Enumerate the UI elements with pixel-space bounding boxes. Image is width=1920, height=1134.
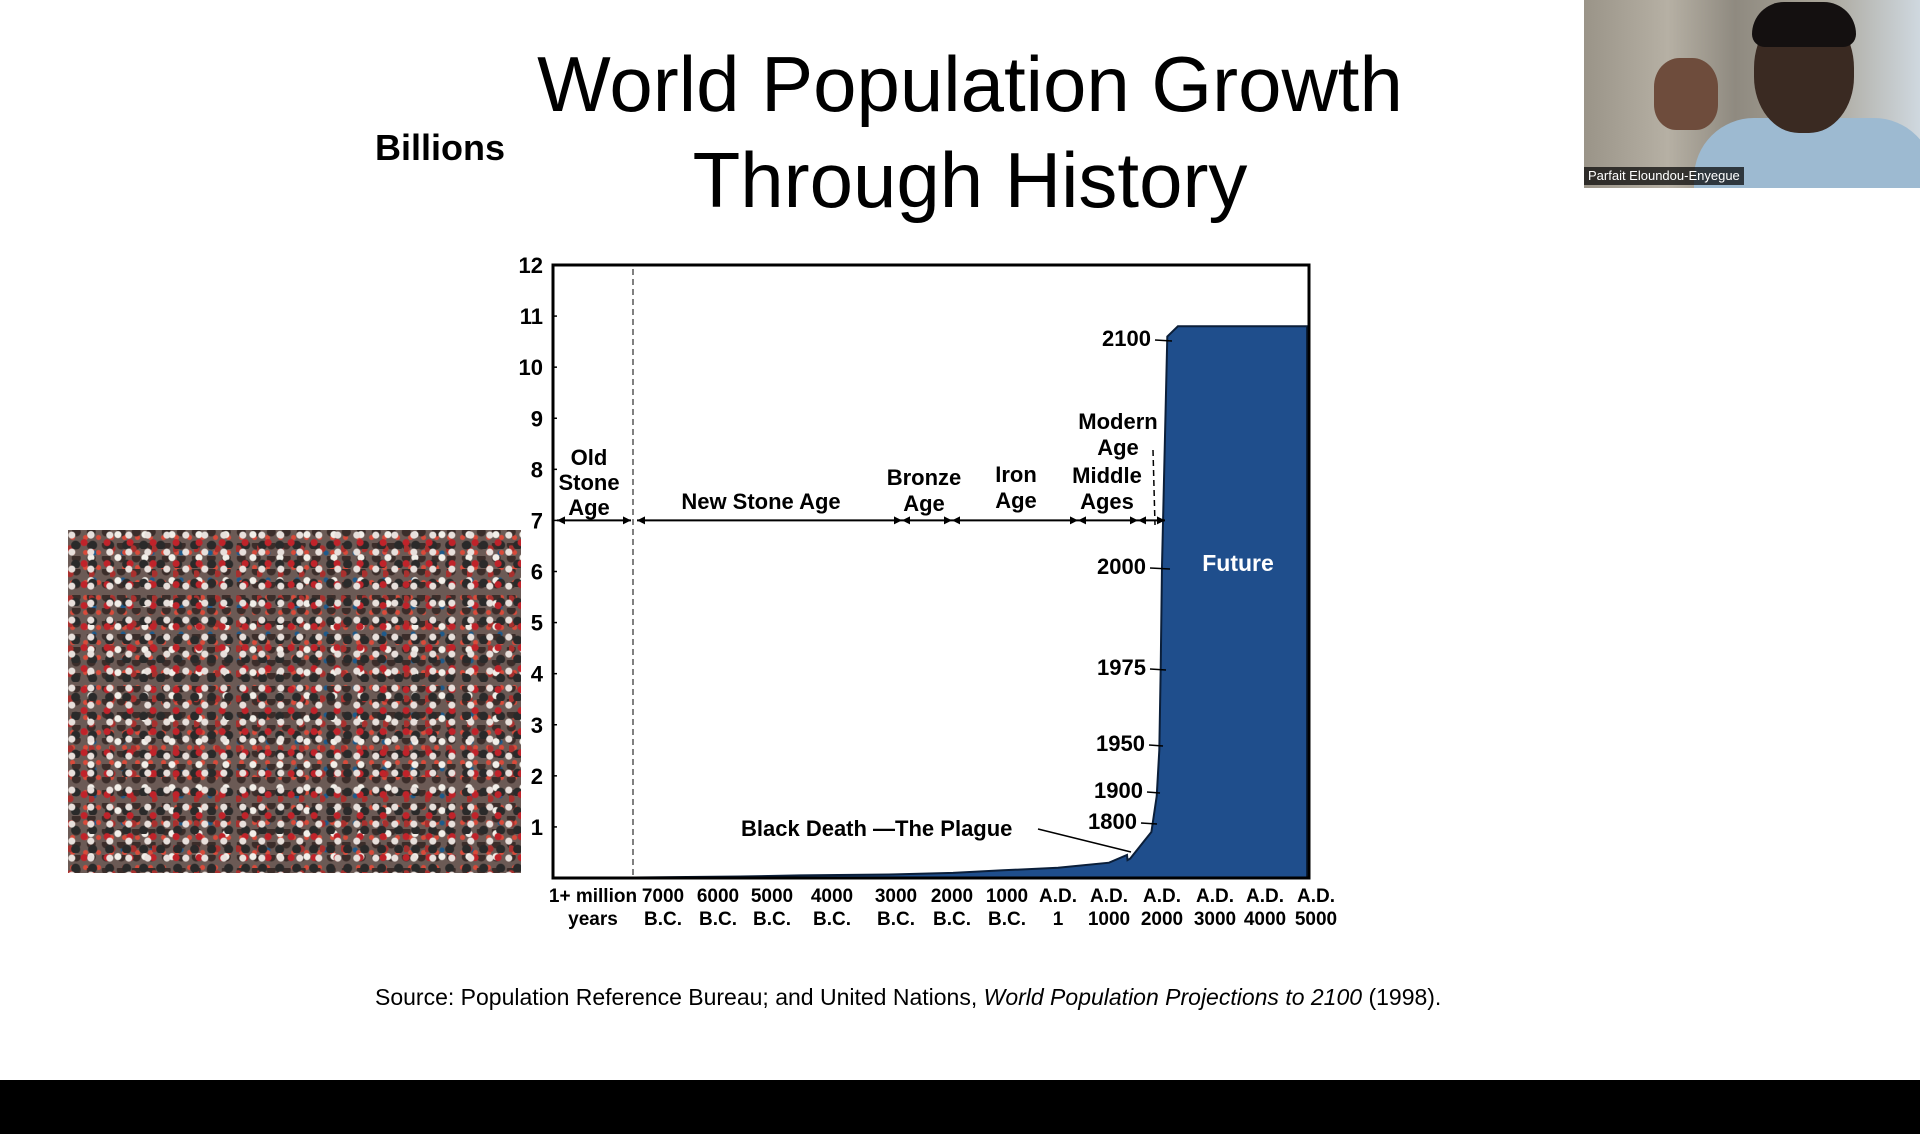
x-tick-label: B.C. [644,909,682,930]
slide-title: World Population Growth Through History [470,36,1470,228]
y-tick-label: 7 [531,508,543,533]
era-label: Middle [1072,463,1142,488]
era-label: Modern [1078,409,1157,434]
era-label: Old [571,445,608,470]
black-death-annotation: Black Death —The Plague [741,816,1012,841]
slide-title-line-2: Through History [692,136,1248,224]
era-arrowhead [894,516,902,525]
era-label: Age [995,488,1037,513]
participant-name-label: Parfait Eloundou-Enyegue [1584,167,1744,185]
x-tick-label: 2000 [1141,909,1183,930]
era-label: Age [1097,435,1139,460]
era-label: Stone [558,470,619,495]
era-arrowhead [902,516,910,525]
x-tick-label: 6000 [697,886,739,907]
x-tick-label: A.D. [1196,886,1234,907]
y-tick-label: 1 [531,815,543,840]
year-marker-leader [1146,791,1161,794]
x-tick-label: B.C. [699,909,737,930]
era-arrowhead [1070,516,1078,525]
source-title: World Population Projections to 2100 [983,984,1363,1010]
year-marker-leader [1148,744,1164,747]
y-tick-label: 3 [531,713,543,738]
era-arrowhead [557,516,565,525]
x-tick-label: 2000 [931,886,973,907]
y-tick-label: 2 [531,764,543,789]
x-tick-label: 1 [1053,909,1064,930]
x-tick-label: A.D. [1246,886,1284,907]
x-tick-label: 1+ million [549,886,637,907]
era-arrowhead [952,516,960,525]
source-citation: Source: Population Reference Bureau; and… [375,984,1441,1011]
era-label: New Stone Age [681,489,840,514]
era-label: Ages [1080,489,1134,514]
year-marker-label: 2000 [1097,554,1146,579]
era-arrowhead [623,516,631,525]
era-arrowhead [637,516,645,525]
x-tick-label: B.C. [933,909,971,930]
year-marker-label: 1950 [1096,731,1145,756]
year-marker-leader [1149,567,1171,570]
era-divider-line [1152,449,1156,526]
x-tick-label: B.C. [877,909,915,930]
era-label: Age [903,491,945,516]
x-tick-label: A.D. [1090,886,1128,907]
x-tick-label: 7000 [642,886,684,907]
crowd-photo [68,530,521,873]
black-death-leader [1037,828,1132,853]
y-axis-unit-label: Billions [375,127,506,168]
participant-video-tile[interactable] [1584,0,1920,188]
y-tick-label: 4 [531,662,544,687]
year-marker-label: 1900 [1094,778,1143,803]
y-tick-label: 8 [531,457,543,482]
x-tick-label: B.C. [813,909,851,930]
year-marker-label: 1800 [1088,809,1137,834]
era-arrowhead [1138,516,1146,525]
y-tick-label: 11 [520,304,543,329]
x-tick-label: B.C. [988,909,1026,930]
source-suffix: (1998). [1362,984,1442,1010]
year-marker-label: 1975 [1097,655,1146,680]
x-tick-label: 4000 [811,886,853,907]
x-tick-label: 1000 [1088,909,1130,930]
x-tick-label: 1000 [986,886,1028,907]
era-label: Bronze [887,465,962,490]
x-tick-label: years [568,909,618,930]
slide-title-line-1: World Population Growth [537,40,1403,128]
x-tick-label: 5000 [1295,909,1337,930]
x-tick-label: B.C. [753,909,791,930]
x-tick-label: A.D. [1297,886,1335,907]
year-marker-label: 2100 [1102,326,1151,351]
x-tick-label: 3000 [875,886,917,907]
x-tick-label: A.D. [1039,886,1077,907]
y-tick-label: 5 [531,611,543,636]
participant-hand [1654,58,1718,130]
x-tick-label: 4000 [1244,909,1286,930]
future-label: Future [1202,550,1274,576]
year-marker-leader [1140,822,1158,825]
participant-hair [1752,2,1856,47]
year-marker-leader [1154,339,1173,342]
population-area [554,325,1308,879]
y-tick-label: 12 [519,253,543,278]
y-tick-label: 9 [531,406,543,431]
era-arrowhead [1157,516,1165,525]
source-prefix: Source: Population Reference Bureau; and… [375,984,984,1010]
x-tick-label: 3000 [1194,909,1236,930]
era-label: Iron [995,462,1037,487]
bottom-black-bar [0,1080,1920,1134]
era-arrowhead [1078,516,1086,525]
x-tick-label: A.D. [1143,886,1181,907]
era-arrowhead [944,516,952,525]
y-tick-label: 6 [531,560,543,585]
era-arrowhead [1130,516,1138,525]
x-tick-label: 5000 [751,886,793,907]
year-marker-leader [1149,668,1167,671]
y-tick-label: 10 [519,355,543,380]
era-label: Age [568,495,610,520]
